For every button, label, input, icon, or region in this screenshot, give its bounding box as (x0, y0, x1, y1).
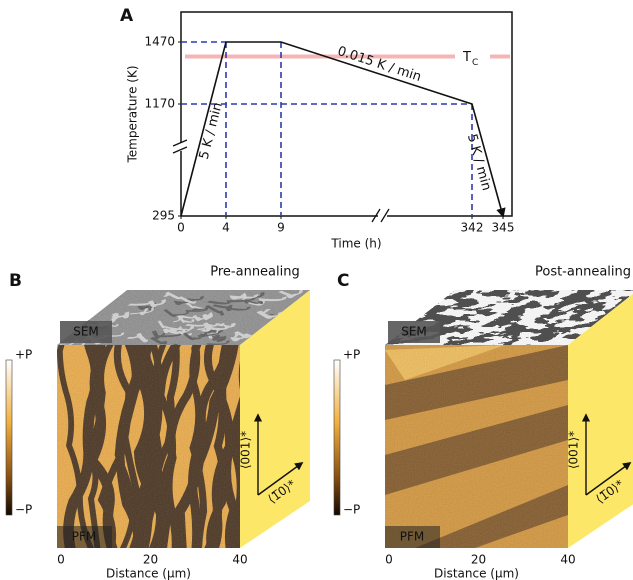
pfm-label: PFM (400, 530, 425, 544)
tc-label-sub: C (472, 58, 478, 68)
axis-up-label: ⟨001⟩* (239, 431, 253, 469)
sem-label: SEM (73, 325, 99, 339)
pfm-grain (385, 345, 568, 548)
temperature-line (181, 42, 503, 216)
y-tick-label: 295 (152, 209, 175, 223)
x-axis-label: Distance (μm) (434, 567, 519, 580)
x-tick-label: 9 (277, 221, 285, 235)
x-tick-label: 0 (57, 553, 65, 567)
pfm-image (385, 345, 568, 548)
x-tick-label: 4 (222, 221, 230, 235)
colorbar (6, 360, 12, 515)
x-tick-label: 40 (232, 553, 247, 567)
x-tick-label: 342 (461, 221, 484, 235)
colorbar (334, 360, 340, 515)
x-tick-label: 0 (177, 221, 185, 235)
panel-title: Pre-annealing (210, 265, 299, 280)
sem-label: SEM (401, 325, 427, 339)
colorbar-bottom-label: −P (15, 503, 32, 517)
x-tick-label: 0 (385, 553, 393, 567)
x-tick-label: 20 (471, 553, 486, 567)
panel-letter: B (9, 271, 22, 291)
rate-label: 5 K / min (464, 132, 494, 192)
tc-label: T (462, 50, 471, 65)
y-tick-label: 1170 (144, 97, 175, 111)
x-tick-label: 20 (143, 553, 158, 567)
x-tick-label: 40 (560, 553, 575, 567)
x-axis-label: Time (h) (330, 237, 381, 251)
colorbar-top-label: +P (343, 348, 360, 362)
figure: A 295 1170 1470 0 4 9 342 345 Time (h) Temperature… (0, 0, 633, 580)
colorbar-bottom-label: −P (343, 503, 360, 517)
colorbar-top-label: +P (15, 348, 32, 362)
y-tick-label: 1470 (144, 35, 175, 49)
pfm-label: PFM (72, 530, 97, 544)
x-axis-label: Distance (μm) (106, 567, 191, 580)
pfm-grain (57, 345, 240, 548)
axis-up-label: ⟨001⟩* (567, 431, 581, 469)
y-axis-label: Temperature (K) (126, 65, 140, 163)
panel-letter: C (337, 271, 349, 291)
panel-letter: A (120, 6, 134, 26)
rate-label: 5 K / min (197, 101, 226, 161)
panel-title: Post-annealing (535, 265, 631, 280)
x-tick-label: 345 (492, 221, 515, 235)
